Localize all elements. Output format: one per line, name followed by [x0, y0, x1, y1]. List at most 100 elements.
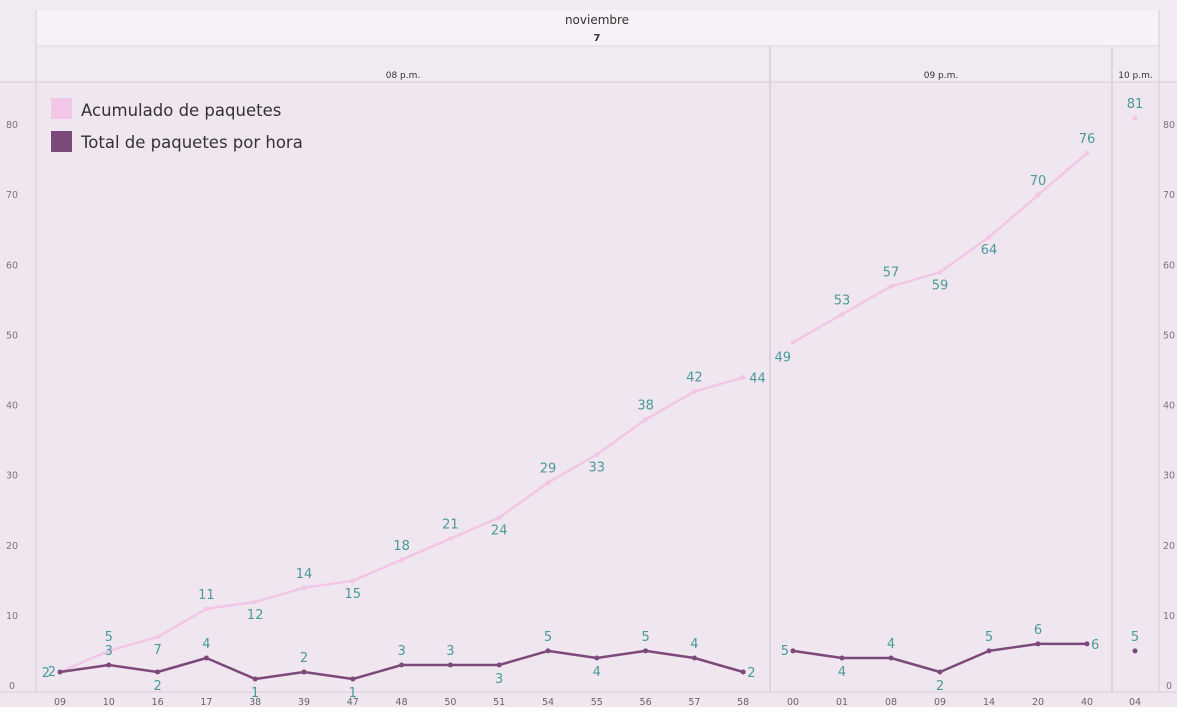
x-tick-label: 48: [396, 697, 408, 707]
y-tick-label-left: 40: [6, 401, 18, 412]
point-total: [447, 662, 453, 668]
x-tick-label: 04: [1129, 697, 1141, 707]
point-acumulado: [1035, 192, 1041, 198]
data-label-total: 2: [747, 666, 755, 681]
point-acumulado: [1084, 150, 1090, 156]
point-total: [1084, 641, 1090, 647]
y-tick-label-right: 30: [1163, 471, 1175, 482]
point-total: [790, 648, 796, 654]
point-acumulado: [545, 480, 551, 486]
data-label-total: 4: [690, 637, 698, 652]
point-acumulado: [301, 585, 307, 591]
data-label-total: 4: [838, 665, 846, 680]
hour-header: 08 p.m.: [386, 71, 421, 81]
data-label-acumulado: 49: [774, 350, 791, 365]
x-tick-label: 58: [737, 697, 749, 707]
data-label-total: 5: [544, 630, 552, 645]
point-acumulado: [937, 269, 943, 275]
y-tick-label-right: 20: [1163, 541, 1175, 552]
point-total: [545, 648, 551, 654]
point-total: [203, 655, 209, 661]
x-tick-label: 47: [347, 697, 359, 707]
point-total: [57, 669, 63, 675]
data-label-total: 5: [641, 630, 649, 645]
data-label-acumulado: 12: [247, 608, 264, 623]
point-acumulado: [106, 648, 112, 654]
y-tick-label-right: 60: [1163, 260, 1175, 271]
point-acumulado: [691, 389, 697, 394]
data-label-acumulado: 18: [393, 539, 410, 554]
data-label-acumulado: 53: [834, 293, 851, 308]
point-acumulado: [986, 234, 992, 240]
point-acumulado: [740, 374, 746, 380]
data-label-total: 6: [1034, 623, 1042, 638]
data-label-acumulado: 14: [296, 567, 313, 582]
data-label-acumulado: 70: [1030, 174, 1047, 189]
y-tick-label-left: 0: [9, 681, 15, 692]
data-label-acumulado: 81: [1127, 97, 1144, 112]
y-tick-label-right: 50: [1163, 330, 1175, 341]
y-tick-label-left: 10: [6, 611, 18, 622]
data-label-acumulado: 64: [981, 243, 998, 258]
x-tick-label: 08: [885, 697, 897, 707]
data-label-total: 6: [1091, 638, 1099, 653]
point-acumulado: [399, 557, 405, 563]
point-acumulado: [496, 515, 502, 521]
legend-swatch-total: [51, 131, 72, 152]
x-tick-label: 39: [298, 697, 310, 707]
month-header: noviembre: [565, 13, 629, 27]
x-tick-label: 57: [688, 697, 700, 707]
x-tick-label: 09: [54, 697, 66, 707]
data-label-total: 1: [251, 686, 259, 701]
hour-header: 09 p.m.: [924, 71, 959, 81]
point-total: [986, 648, 992, 654]
point-total: [839, 655, 845, 661]
x-tick-label: 16: [152, 697, 164, 707]
data-label-acumulado: 59: [932, 278, 949, 293]
x-tick-label: 38: [249, 697, 261, 707]
y-tick-label-left: 50: [6, 330, 18, 341]
data-label-total: 3: [495, 672, 503, 687]
data-label-acumulado: 2: [42, 666, 50, 681]
data-label-total: 2: [300, 651, 308, 666]
data-label-acumulado: 7: [153, 643, 161, 658]
point-acumulado: [447, 536, 453, 542]
point-total: [937, 669, 943, 675]
point-total: [691, 655, 697, 661]
point-total: [1035, 641, 1041, 647]
y-tick-label-right: 40: [1163, 401, 1175, 412]
x-tick-label: 56: [640, 697, 652, 707]
point-acumulado: [350, 578, 356, 584]
x-tick-label: 14: [983, 697, 995, 707]
point-acumulado: [1132, 115, 1138, 121]
data-label-total: 3: [397, 644, 405, 659]
data-label-total: 2: [48, 665, 56, 680]
data-label-acumulado: 11: [198, 588, 215, 603]
y-tick-label-left: 20: [6, 541, 18, 552]
data-label-acumulado: 42: [686, 370, 703, 385]
data-label-acumulado: 24: [491, 524, 508, 539]
data-label-acumulado: 33: [589, 461, 606, 476]
data-label-total: 4: [202, 637, 210, 652]
data-label-acumulado: 15: [345, 587, 362, 602]
point-acumulado: [594, 452, 600, 458]
y-tick-label-left: 80: [6, 120, 18, 131]
data-label-acumulado: 5: [105, 630, 113, 645]
x-tick-label: 20: [1032, 697, 1044, 707]
point-acumulado: [888, 283, 894, 289]
data-label-total: 5: [781, 644, 789, 659]
data-label-acumulado: 21: [442, 518, 459, 533]
point-total: [155, 669, 161, 675]
point-total: [643, 648, 649, 654]
data-label-total: 4: [593, 665, 601, 680]
point-acumulado: [790, 339, 796, 345]
point-total: [252, 676, 258, 682]
x-tick-label: 00: [787, 697, 799, 707]
x-tick-label: 55: [591, 697, 603, 707]
point-acumulado: [203, 606, 209, 612]
data-label-acumulado: 38: [637, 399, 654, 414]
x-tick-label: 09: [934, 697, 946, 707]
x-tick-label: 10: [103, 697, 115, 707]
